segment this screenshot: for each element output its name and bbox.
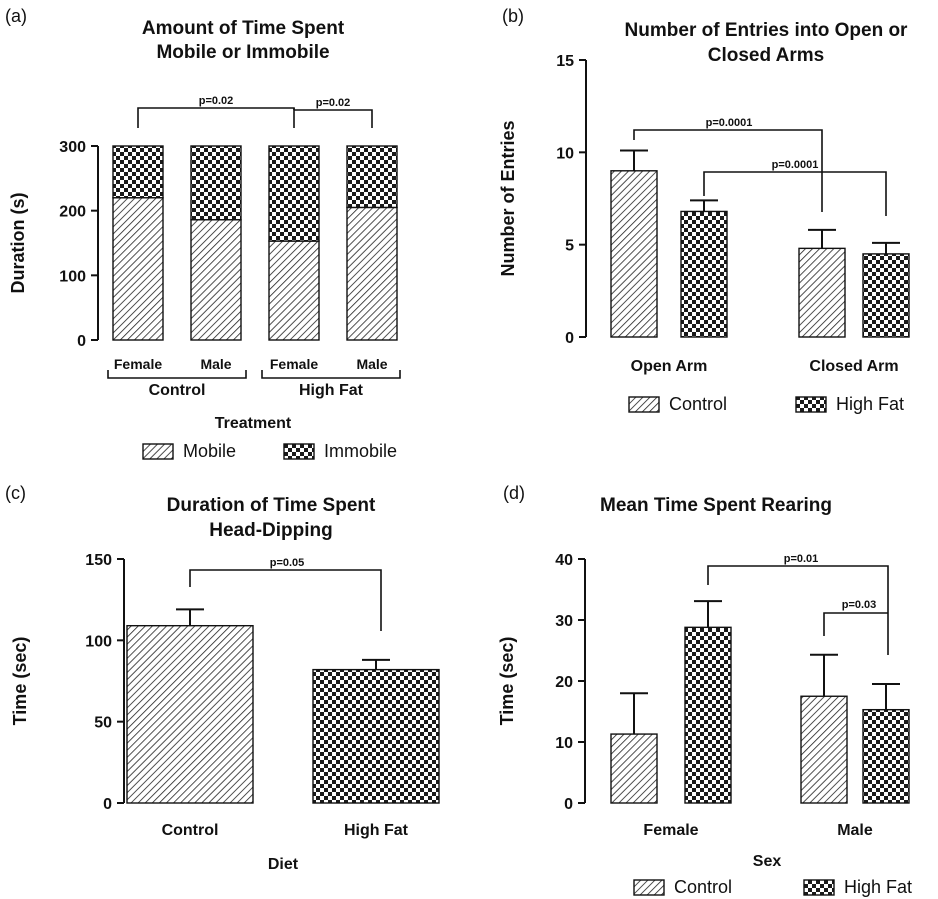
bar-high-fat: [684, 626, 732, 804]
p-value-label: p=0.02: [316, 97, 351, 109]
significance-bracket: [703, 171, 887, 216]
legend-label: Immobile: [324, 441, 397, 461]
p-value-label: p=0.01: [784, 553, 819, 565]
panel-title: Amount of Time Spent: [142, 18, 345, 39]
x-category-label: Control: [162, 822, 219, 839]
x-category-label: Male: [837, 822, 873, 839]
y-tick-label: 200: [59, 204, 86, 221]
panel-title: Number of Entries into Open or: [625, 20, 909, 41]
y-tick-label: 300: [59, 139, 86, 156]
x-category-label: Female: [643, 822, 698, 839]
y-axis-title: Time (sec): [497, 637, 517, 726]
y-tick-label: 0: [564, 796, 573, 813]
panel-label: (d): [503, 483, 525, 503]
y-tick-label: 40: [555, 552, 573, 569]
bar-mobile: [190, 219, 242, 341]
group-bracket: [107, 370, 247, 379]
legend-label: High Fat: [836, 394, 904, 414]
p-value-label: p=0.03: [842, 599, 877, 611]
legend-label: Control: [669, 394, 727, 414]
legend-label: Control: [674, 877, 732, 897]
panel-title: Head-Dipping: [209, 520, 333, 541]
y-tick-label: 50: [94, 715, 112, 732]
y-tick-label: 0: [77, 333, 86, 350]
panel-label: (b): [502, 6, 524, 26]
y-tick-label: 100: [59, 268, 86, 285]
bar-control: [126, 624, 254, 804]
legend-label: Mobile: [183, 441, 236, 461]
bar-control: [610, 170, 658, 338]
y-tick-label: 10: [555, 735, 573, 752]
bar-immobile: [190, 145, 242, 221]
y-tick-label: 5: [565, 238, 574, 255]
y-tick-label: 100: [85, 633, 112, 650]
p-value-label: p=0.02: [199, 95, 234, 107]
significance-bracket: [293, 108, 373, 128]
legend-swatch: [803, 879, 835, 896]
legend-swatch: [628, 396, 660, 413]
bar-mobile: [112, 197, 164, 341]
panel-title: Duration of Time Spent: [167, 495, 376, 516]
x-category-label: Male: [356, 356, 387, 372]
significance-bracket: [633, 129, 823, 212]
x-category-label: Male: [200, 356, 231, 372]
x-axis-title: Diet: [268, 856, 299, 873]
panel-label: (c): [5, 483, 26, 503]
significance-bracket: [707, 565, 889, 655]
group-bracket: [261, 370, 401, 379]
group-label: Control: [149, 382, 206, 399]
bar-control: [800, 695, 848, 804]
legend-swatch: [142, 443, 174, 460]
bar-high-fat: [862, 253, 910, 338]
bar-high-fat: [312, 668, 440, 804]
bar-immobile: [268, 145, 320, 242]
bar-control: [610, 733, 658, 804]
x-category-label: Female: [114, 356, 162, 372]
bar-immobile: [346, 145, 398, 209]
significance-bracket: [189, 569, 382, 631]
legend-label: High Fat: [844, 877, 912, 897]
x-category-label: High Fat: [344, 822, 409, 839]
panel-title: Mobile or Immobile: [156, 42, 329, 63]
panel-label: (a): [5, 6, 27, 26]
y-tick-label: 0: [565, 330, 574, 347]
x-axis-title: Treatment: [215, 415, 292, 432]
y-tick-label: 20: [555, 674, 573, 691]
group-label: High Fat: [299, 382, 364, 399]
bar-high-fat: [680, 210, 728, 338]
bar-mobile: [346, 206, 398, 341]
x-category-label: Female: [270, 356, 318, 372]
legend-swatch: [795, 396, 827, 413]
bar-immobile: [112, 145, 164, 199]
p-value-label: p=0.0001: [706, 117, 753, 129]
y-tick-label: 150: [85, 552, 112, 569]
x-axis-title: Sex: [753, 853, 782, 870]
y-tick-label: 15: [556, 53, 574, 70]
panel-title: Mean Time Spent Rearing: [600, 495, 832, 516]
p-value-label: p=0.0001: [772, 159, 819, 171]
y-tick-label: 10: [556, 145, 574, 162]
y-axis-title: Number of Entries: [498, 120, 518, 276]
y-tick-label: 0: [103, 796, 112, 813]
y-axis-title: Duration (s): [8, 192, 28, 293]
bar-control: [798, 247, 846, 338]
panel-title: Closed Arms: [708, 45, 825, 66]
p-value-label: p=0.05: [270, 557, 305, 569]
significance-bracket: [823, 612, 888, 636]
x-category-label: Closed Arm: [809, 358, 898, 375]
y-tick-label: 30: [555, 613, 573, 630]
significance-bracket: [137, 107, 295, 128]
legend-swatch: [283, 443, 315, 460]
x-category-label: Open Arm: [631, 358, 708, 375]
legend-swatch: [633, 879, 665, 896]
bar-high-fat: [862, 708, 910, 804]
y-axis-title: Time (sec): [10, 637, 30, 726]
bar-mobile: [268, 240, 320, 341]
